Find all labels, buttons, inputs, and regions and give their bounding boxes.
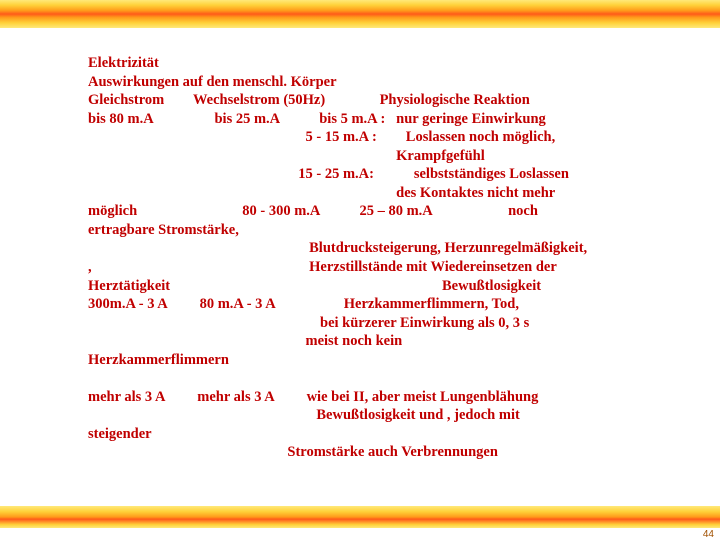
text-line: Stromstärke auch Verbrennungen: [88, 444, 498, 460]
text-line: steigender: [88, 426, 152, 442]
text-line: bei kürzerer Einwirkung als 0, 3 s: [88, 315, 529, 331]
text-line: bis 80 m.A bis 25 m.A bis 5 m.A : nur ge…: [88, 111, 546, 127]
gradient-band-top: [0, 0, 720, 28]
text-line: Bewußtlosigkeit und , jedoch mit: [88, 407, 520, 423]
text-line: Herztätigkeit Bewußtlosigkeit: [88, 278, 541, 294]
gradient-band-bottom: [0, 506, 720, 528]
text-line: Krampfgefühl: [88, 148, 485, 164]
text-line: Gleichstrom Wechselstrom (50Hz) Physiolo…: [88, 92, 530, 108]
text-line: 5 - 15 m.A : Loslassen noch möglich,: [88, 129, 555, 145]
text-line: , Herzstillstände mit Wiedereinsetzen de…: [88, 259, 557, 275]
text-line: meist noch kein: [88, 333, 402, 349]
text-line: ertragbare Stromstärke,: [88, 222, 239, 238]
slide: Elektrizität Auswirkungen auf den mensch…: [0, 0, 720, 540]
text-line: des Kontaktes nicht mehr: [88, 185, 555, 201]
slide-body-text: Elektrizität Auswirkungen auf den mensch…: [88, 54, 678, 462]
text-line: Blutdrucksteigerung, Herzunregelmäßigkei…: [88, 240, 587, 256]
text-line: mehr als 3 A mehr als 3 A wie bei II, ab…: [88, 389, 538, 405]
text-line: 15 - 25 m.A: selbstständiges Loslassen: [88, 166, 569, 182]
page-number: 44: [703, 529, 714, 540]
text-line: Auswirkungen auf den menschl. Körper: [88, 74, 337, 90]
text-line: Elektrizität: [88, 55, 159, 71]
text-line: 300m.A - 3 A 80 m.A - 3 A Herzkammerflim…: [88, 296, 519, 312]
text-line: Herzkammerflimmern: [88, 352, 229, 368]
text-line: möglich 80 - 300 m.A 25 – 80 m.A noch: [88, 203, 538, 219]
